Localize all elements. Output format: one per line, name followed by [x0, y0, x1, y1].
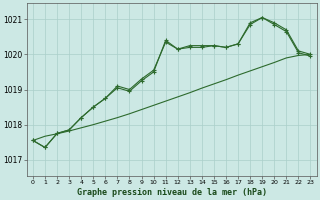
X-axis label: Graphe pression niveau de la mer (hPa): Graphe pression niveau de la mer (hPa) — [77, 188, 267, 197]
